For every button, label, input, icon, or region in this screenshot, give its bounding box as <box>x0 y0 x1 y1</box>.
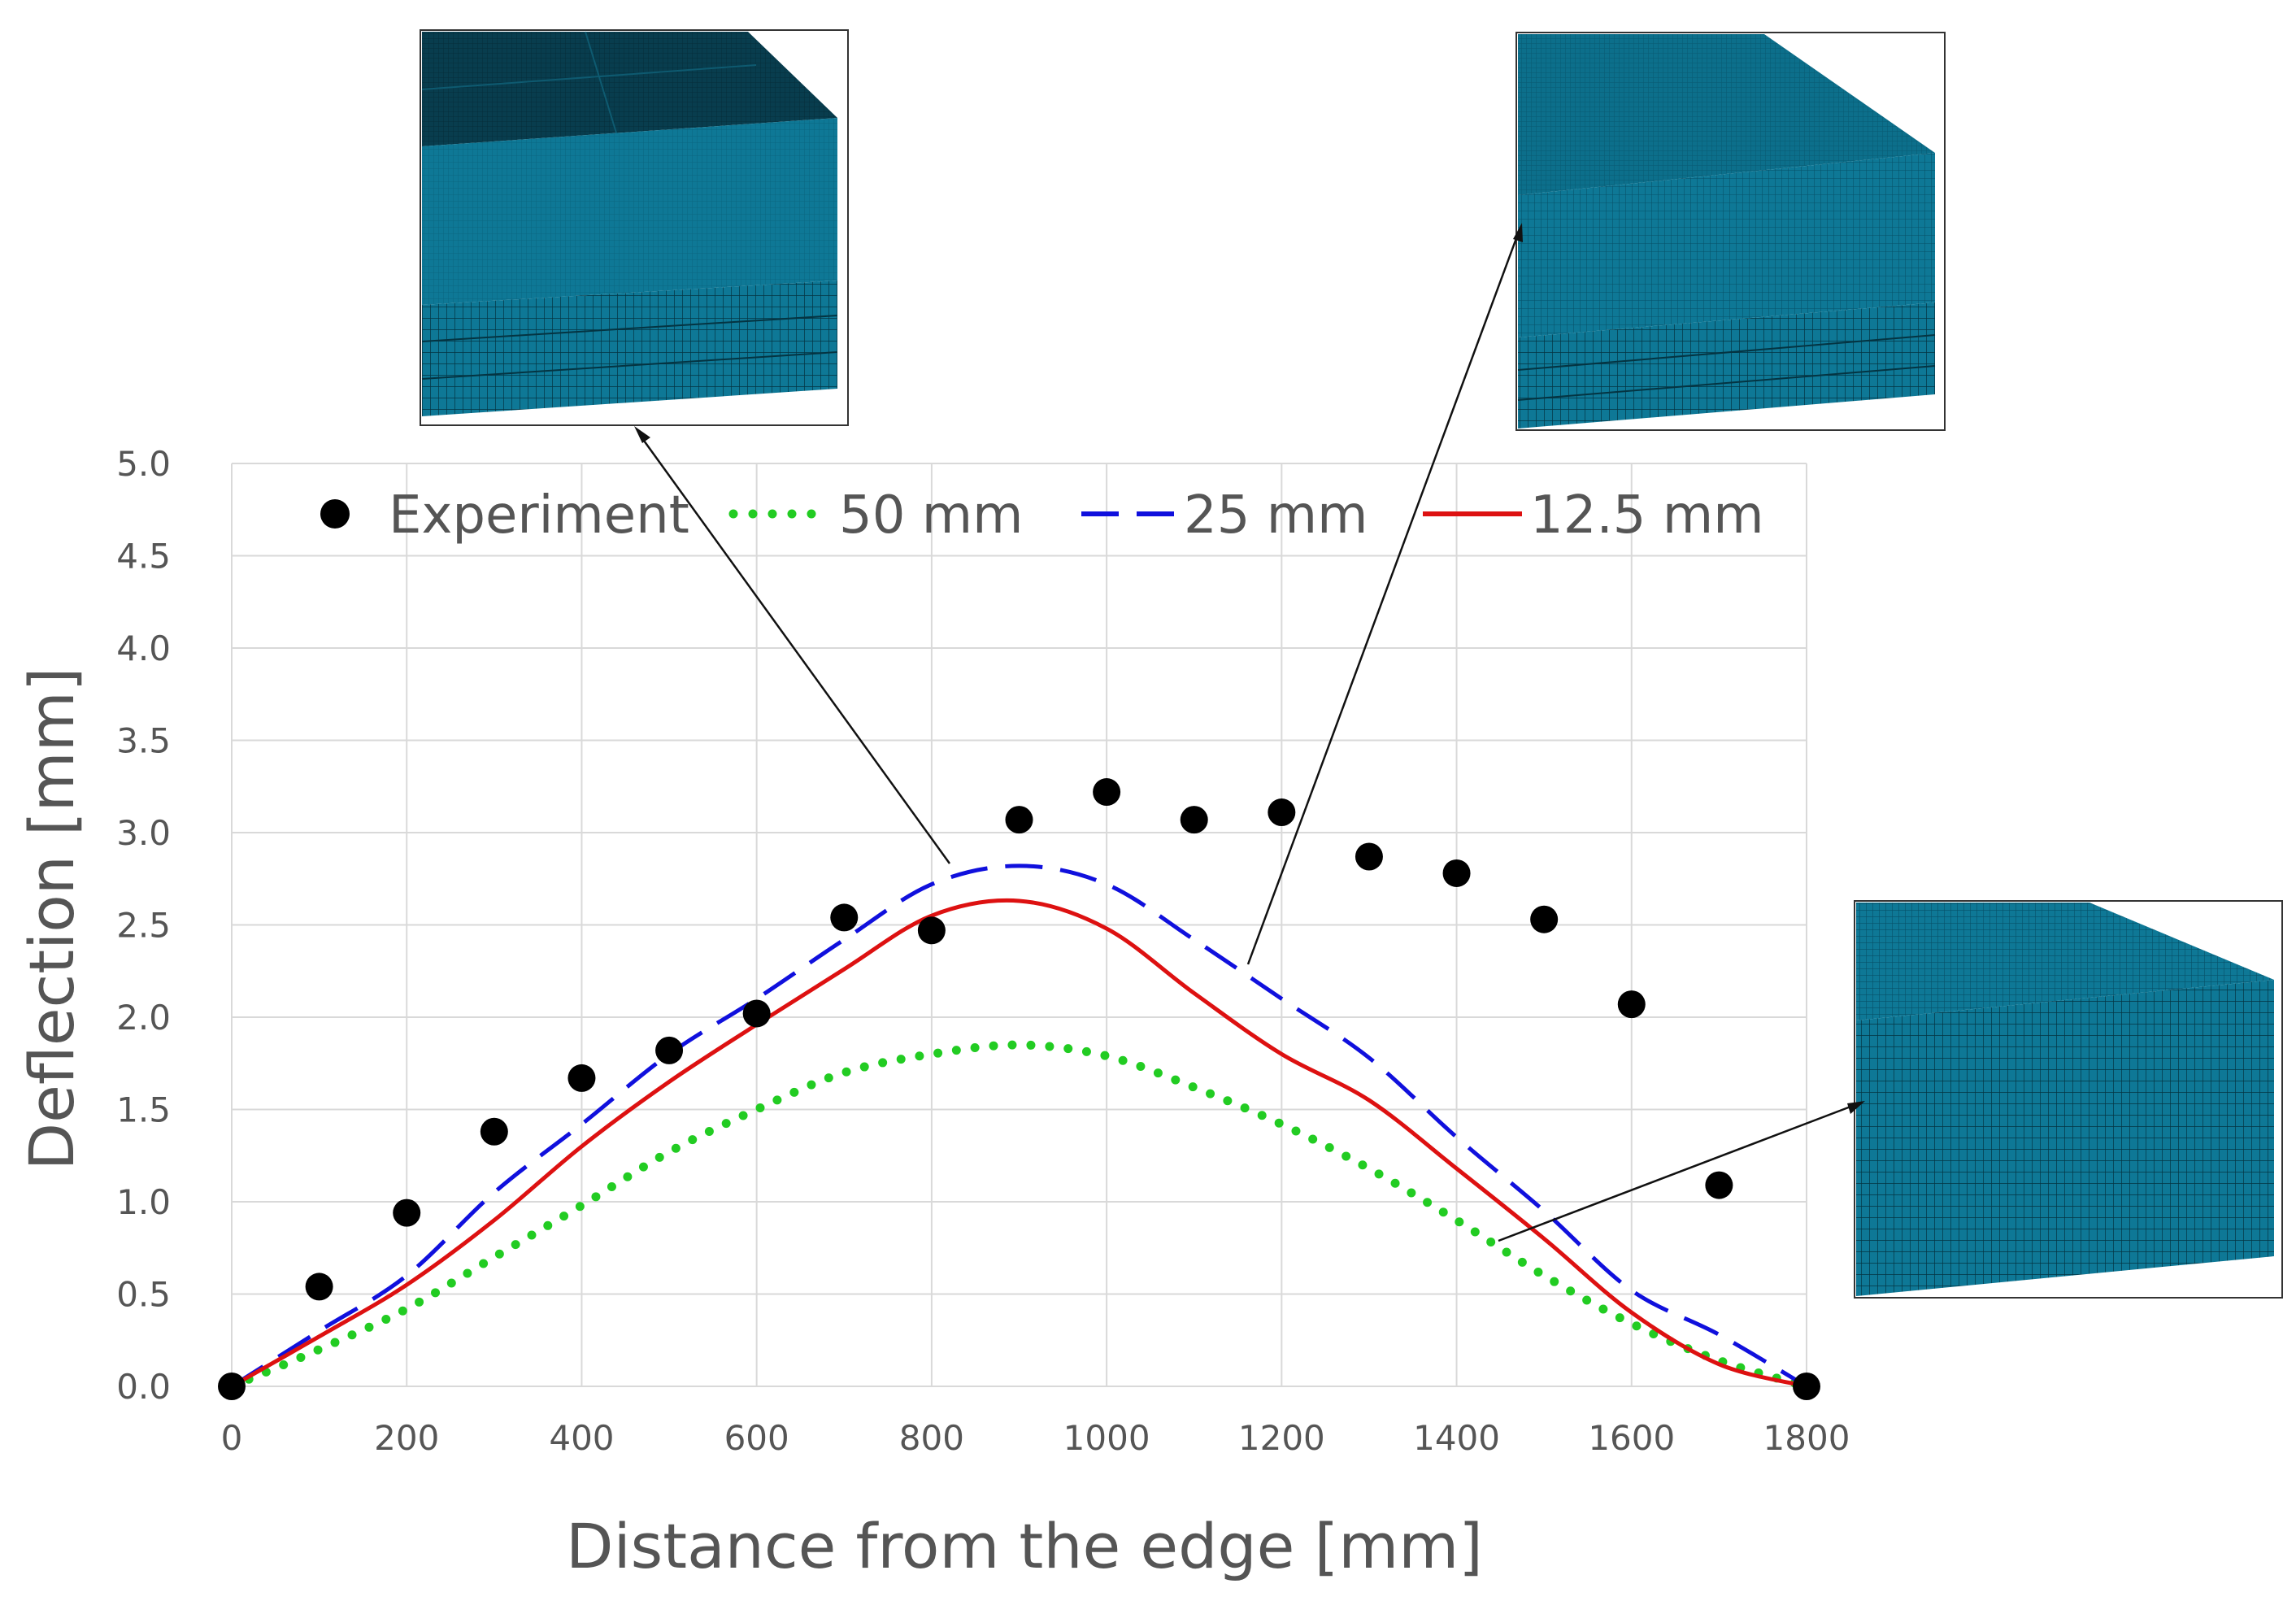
x-tick-label: 1400 <box>1413 1418 1500 1458</box>
series-line-25-mm <box>230 864 1808 1389</box>
experiment-markers <box>218 778 1820 1400</box>
arrow-to-medium-inset <box>1246 231 1520 965</box>
inset-mesh-medium <box>1515 32 1946 431</box>
arrow-to-fine-inset <box>1498 1103 1858 1242</box>
y-tick-label: 0.0 <box>116 1367 171 1407</box>
experiment-point <box>1093 778 1121 807</box>
legend-label-50mm: 50 mm <box>839 485 1023 546</box>
y-tick-label: 1.0 <box>116 1182 171 1222</box>
experiment-point <box>1442 859 1471 887</box>
x-tick-label: 0 <box>221 1418 243 1458</box>
arrowhead-coarse <box>634 426 650 443</box>
experiment-point <box>480 1117 508 1146</box>
x-tick-label: 1600 <box>1588 1418 1675 1458</box>
experiment-point <box>305 1273 333 1301</box>
y-tick-label: 3.5 <box>116 721 171 761</box>
arrowhead-fine <box>1847 1101 1865 1114</box>
experiment-point <box>1268 798 1296 827</box>
y-tick-label: 2.0 <box>116 998 171 1038</box>
legend-marker-experiment <box>320 499 350 529</box>
x-tick-label: 200 <box>374 1418 439 1458</box>
x-tick-label: 800 <box>899 1418 964 1458</box>
experiment-point <box>1705 1171 1733 1199</box>
y-tick-label: 0.5 <box>116 1275 171 1315</box>
y-tick-label: 1.5 <box>116 1090 171 1130</box>
experiment-point <box>1355 842 1383 871</box>
grid <box>231 463 1807 1387</box>
y-tick-label: 5.0 <box>116 444 171 484</box>
y-tick-label: 4.0 <box>116 629 171 668</box>
y-tick-label: 3.0 <box>116 813 171 853</box>
y-tick-label: 2.5 <box>116 906 171 946</box>
experiment-point <box>1005 806 1033 834</box>
series-line-12-5-mm <box>230 898 1807 1389</box>
experiment-point <box>1793 1373 1820 1400</box>
x-tick-label: 1200 <box>1238 1418 1325 1458</box>
inset-mesh-coarse <box>420 29 849 426</box>
y-tick-label: 4.5 <box>116 537 171 576</box>
legend-label-experiment: Experiment <box>389 485 689 546</box>
experiment-point <box>917 916 946 945</box>
annotation-arrows <box>634 223 1865 1242</box>
x-tick-label: 600 <box>724 1418 789 1458</box>
arrow-to-coarse-inset <box>638 434 951 864</box>
experiment-point <box>830 903 859 932</box>
experiment-point <box>567 1064 596 1092</box>
experiment-point <box>393 1199 421 1227</box>
experiment-point <box>742 999 771 1028</box>
experiment-point <box>1180 806 1208 834</box>
y-axis-title: Deflection [mm] <box>15 668 88 1171</box>
experiment-point <box>1617 990 1646 1019</box>
y-axis-ticks: 0.0 0.5 1.0 1.5 2.0 2.5 3.0 3.5 4.0 4.5 5.0 <box>116 444 171 1407</box>
legend-label-25mm: 25 mm <box>1184 485 1368 546</box>
x-axis-ticks: 0 200 400 600 800 1000 1200 1400 1600 1800 <box>221 1418 1850 1458</box>
experiment-point <box>218 1373 246 1400</box>
experiment-point <box>1530 905 1559 933</box>
inset-mesh-fine <box>1854 900 2283 1299</box>
series-layer <box>227 864 1811 1391</box>
experiment-point <box>655 1036 684 1064</box>
arrowhead-medium <box>1513 223 1523 242</box>
x-tick-label: 400 <box>549 1418 614 1458</box>
x-axis-title: Distance from the edge [mm] <box>566 1510 1483 1582</box>
x-tick-label: 1000 <box>1063 1418 1150 1458</box>
x-tick-label: 1800 <box>1763 1418 1850 1458</box>
legend: Experiment 50 mm 25 mm 12.5 mm <box>320 485 1764 546</box>
legend-label-12-5mm: 12.5 mm <box>1530 485 1764 546</box>
